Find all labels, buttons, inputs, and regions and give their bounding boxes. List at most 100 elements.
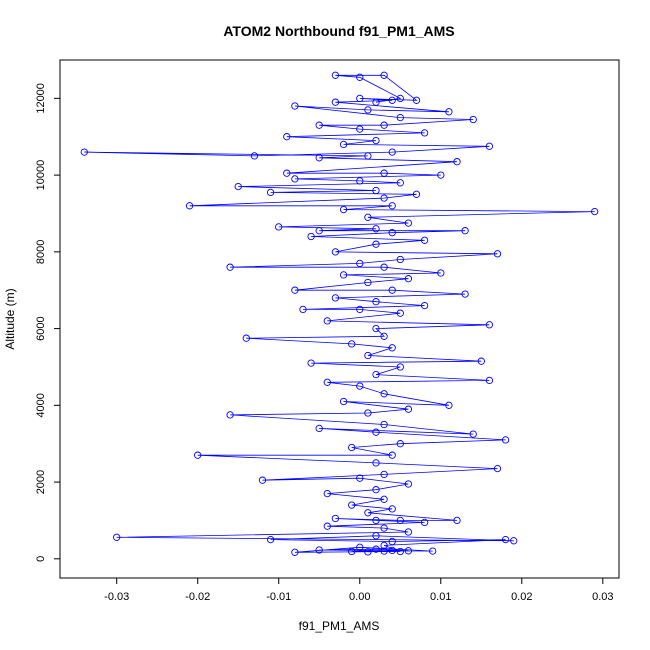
data-point <box>591 207 599 216</box>
data-point <box>445 108 453 116</box>
data-point <box>380 470 388 479</box>
data-point <box>404 480 413 488</box>
data-point <box>242 334 250 342</box>
data-point <box>372 516 380 525</box>
data-point <box>372 486 380 494</box>
data-point <box>485 376 494 385</box>
data-point <box>420 301 429 310</box>
data-point <box>331 514 340 523</box>
data-point <box>275 223 283 231</box>
y-tick-label: 6000 <box>35 316 47 340</box>
x-axis: -0.03 -0.02 -0.01 0.00 0.01 0.02 0.03 <box>104 578 614 603</box>
data-point <box>364 409 372 417</box>
data-point <box>291 175 299 183</box>
data-point <box>372 225 380 233</box>
data-point <box>380 194 388 202</box>
data-point <box>380 541 388 550</box>
data-point <box>388 202 396 210</box>
data-point <box>315 227 323 235</box>
data-point <box>396 363 404 371</box>
data-point <box>388 148 396 156</box>
data-point <box>437 171 445 179</box>
chart-title: ATOM2 Northbound f91_PM1_AMS <box>223 23 454 39</box>
data-point <box>380 332 388 340</box>
data-point <box>299 305 307 314</box>
data-point <box>364 509 372 517</box>
data-point <box>331 248 340 256</box>
y-tick-label: 0 <box>35 556 47 562</box>
data-point <box>388 344 396 352</box>
data-point <box>388 451 396 459</box>
data-point <box>396 255 404 264</box>
data-point <box>510 537 518 545</box>
data-point <box>323 489 331 498</box>
data-point <box>372 186 380 195</box>
data-point <box>266 188 275 197</box>
data-point <box>388 505 396 513</box>
data-point <box>113 533 121 541</box>
data-point <box>372 98 380 106</box>
data-point <box>331 98 340 106</box>
data-point <box>388 546 396 555</box>
data-point <box>420 518 429 527</box>
data-point <box>380 420 388 429</box>
data-point <box>356 177 364 185</box>
data-point <box>323 378 331 386</box>
data-point <box>404 219 413 227</box>
plot-frame <box>59 59 620 579</box>
data-point <box>364 106 372 114</box>
y-tick-label: 2000 <box>35 470 47 494</box>
data-point <box>372 298 380 306</box>
data-point <box>453 516 461 525</box>
data-point <box>380 71 388 79</box>
data-point <box>396 113 404 122</box>
data-point <box>364 278 372 287</box>
data-point <box>291 102 299 110</box>
data-point <box>396 440 404 448</box>
data-point <box>356 259 364 268</box>
data-point <box>226 263 234 271</box>
data-point <box>331 71 340 79</box>
data-point <box>404 528 413 536</box>
data-point <box>364 213 372 221</box>
data-point <box>291 548 299 556</box>
y-tick-label: 8000 <box>35 240 47 264</box>
x-tick-label: -0.02 <box>185 591 210 603</box>
data-point <box>469 115 477 124</box>
data-point <box>396 547 404 556</box>
data-point <box>323 522 331 530</box>
data-point <box>372 428 380 436</box>
data-point <box>477 357 485 365</box>
data-point <box>461 290 469 298</box>
data-point <box>380 121 388 129</box>
data-point <box>372 240 380 248</box>
data-point <box>372 324 380 333</box>
data-point <box>380 263 388 271</box>
data-point <box>461 227 469 235</box>
data-point <box>315 154 323 162</box>
data-point <box>453 158 461 166</box>
data-point <box>226 411 234 419</box>
data-point <box>445 401 453 409</box>
data-point <box>339 397 348 406</box>
data-point <box>234 182 242 191</box>
data-point <box>315 424 323 433</box>
data-point <box>356 73 364 81</box>
data-point <box>250 152 259 160</box>
y-axis-label: Altitude (m) <box>3 288 17 349</box>
data-point <box>348 547 356 556</box>
data-point <box>388 229 396 237</box>
data-point <box>364 548 372 556</box>
data-point <box>372 459 380 467</box>
data-point <box>348 501 356 509</box>
data-point <box>404 405 413 413</box>
x-tick-label: -0.01 <box>266 591 291 603</box>
data-point <box>372 136 380 145</box>
data-point <box>356 305 364 314</box>
data-point <box>331 294 340 302</box>
data-point <box>194 451 202 459</box>
data-point <box>469 430 477 438</box>
x-tick-label: 0.01 <box>430 591 451 603</box>
data-point <box>356 125 364 133</box>
